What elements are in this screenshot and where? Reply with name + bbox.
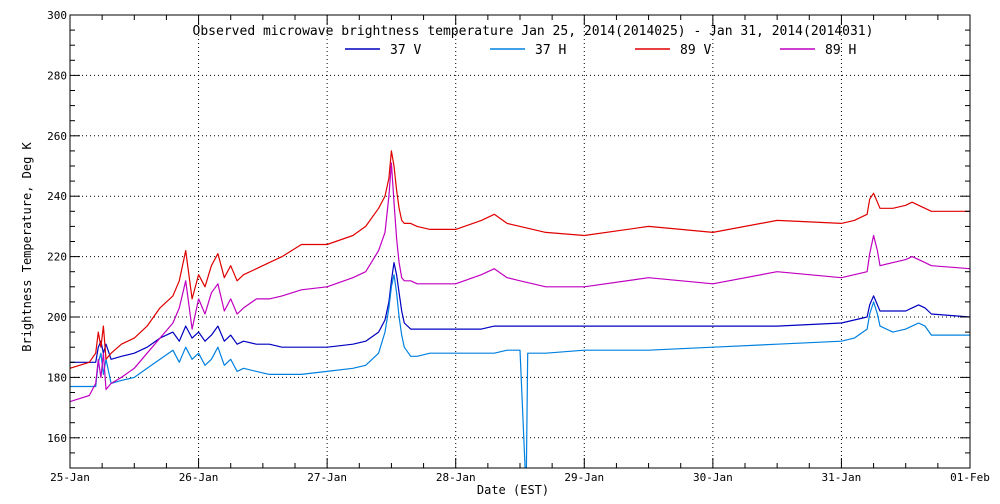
legend-item-89-h: 89 H [780,43,856,58]
x-tick-label: 31-Jan [822,471,862,484]
legend-label: 89 H [825,43,856,58]
grid-lines [70,15,970,468]
x-tick-label: 30-Jan [693,471,733,484]
series-line-89-h [70,162,970,403]
y-tick-label: 180 [47,371,67,384]
series-line-89-v [70,150,970,369]
plot-frame [69,14,971,469]
legend-item-37-v: 37 V [345,43,421,58]
y-tick-label: 200 [47,311,67,324]
legend-label: 37 H [535,43,566,58]
series-line-37-v [70,262,970,363]
legend-label: 89 V [680,43,711,58]
series-line-37-h [70,274,970,468]
series-layer [70,150,970,468]
x-tick-label: 25-Jan [50,471,90,484]
legend-item-89-v: 89 V [635,43,711,58]
y-tick-label: 160 [47,432,67,445]
y-tick-label: 240 [47,190,67,203]
x-tick-label: 28-Jan [436,471,476,484]
legend: 37 V 37 H 89 V 89 H [345,43,856,58]
x-tick-label: 27-Jan [307,471,347,484]
x-tick-label: 01-Feb [950,471,990,484]
axis-ticks [69,14,971,469]
y-tick-label: 260 [47,130,67,143]
x-tick-label: 26-Jan [179,471,219,484]
y-axis-title: Brightness Temperature, Deg K [20,141,34,351]
legend-item-37-h: 37 H [490,43,566,58]
legend-label: 37 V [390,43,421,58]
y-tick-label: 280 [47,69,67,82]
x-axis-title: Date (EST) [477,483,549,497]
x-tick-label: 29-Jan [564,471,604,484]
tick-labels: 160 180 200 220 240 260 280 300 25-Jan 26-Jan 27-J… [47,9,990,484]
y-tick-label: 220 [47,251,67,264]
chart-title: Observed microwave brightness temperatur… [193,24,874,39]
y-tick-label: 300 [47,9,67,22]
